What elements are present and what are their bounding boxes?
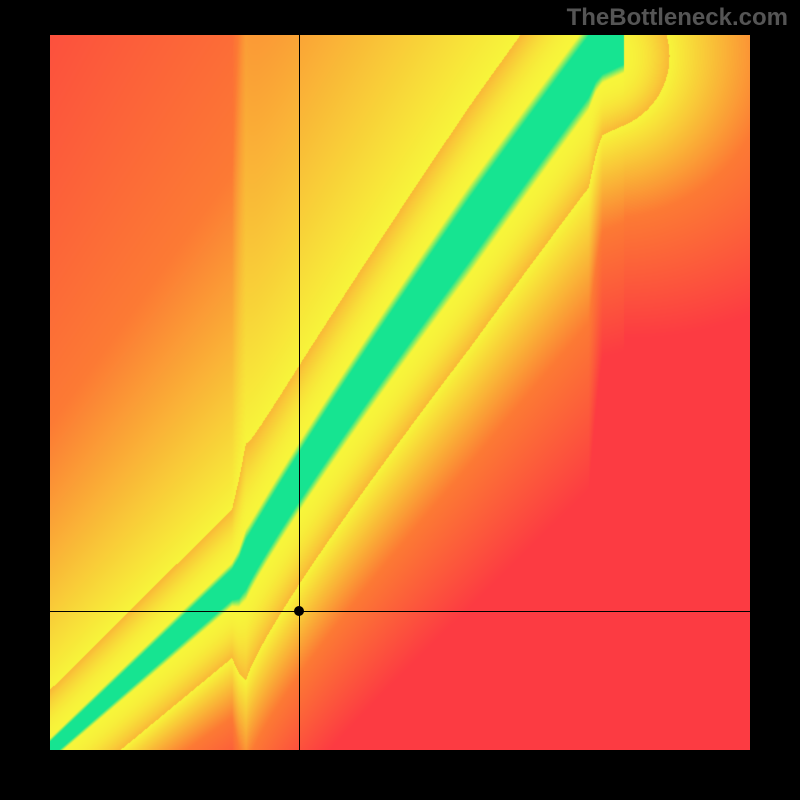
crosshair-horizontal: [50, 611, 750, 612]
chart-container: TheBottleneck.com: [0, 0, 800, 800]
crosshair-vertical: [299, 35, 300, 750]
heatmap-canvas: [50, 35, 750, 750]
data-point-marker: [294, 606, 304, 616]
watermark-text: TheBottleneck.com: [567, 4, 788, 32]
plot-area: [50, 35, 750, 750]
